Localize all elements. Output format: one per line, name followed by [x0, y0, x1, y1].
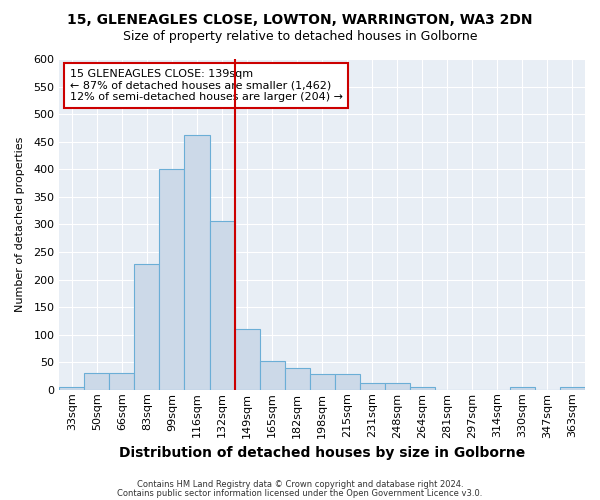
Bar	[560, 387, 585, 390]
Bar	[510, 387, 535, 390]
Bar	[385, 382, 410, 390]
Bar	[160, 168, 184, 390]
Text: 15, GLENEAGLES CLOSE, LOWTON, WARRINGTON, WA3 2DN: 15, GLENEAGLES CLOSE, LOWTON, WARRINGTON…	[67, 12, 533, 26]
Bar	[235, 329, 260, 390]
Bar	[134, 264, 160, 390]
Bar	[335, 374, 360, 390]
Bar	[109, 373, 134, 390]
Bar	[209, 220, 235, 390]
Bar	[85, 373, 109, 390]
Bar	[284, 368, 310, 390]
Bar	[310, 374, 335, 390]
Bar	[260, 360, 284, 390]
Text: 15 GLENEAGLES CLOSE: 139sqm
← 87% of detached houses are smaller (1,462)
12% of : 15 GLENEAGLES CLOSE: 139sqm ← 87% of det…	[70, 69, 343, 102]
Bar	[410, 387, 435, 390]
Y-axis label: Number of detached properties: Number of detached properties	[15, 136, 25, 312]
Bar	[360, 382, 385, 390]
Text: Contains public sector information licensed under the Open Government Licence v3: Contains public sector information licen…	[118, 488, 482, 498]
Text: Contains HM Land Registry data © Crown copyright and database right 2024.: Contains HM Land Registry data © Crown c…	[137, 480, 463, 489]
Bar	[59, 387, 85, 390]
X-axis label: Distribution of detached houses by size in Golborne: Distribution of detached houses by size …	[119, 446, 525, 460]
Bar	[184, 134, 209, 390]
Text: Size of property relative to detached houses in Golborne: Size of property relative to detached ho…	[123, 30, 477, 43]
